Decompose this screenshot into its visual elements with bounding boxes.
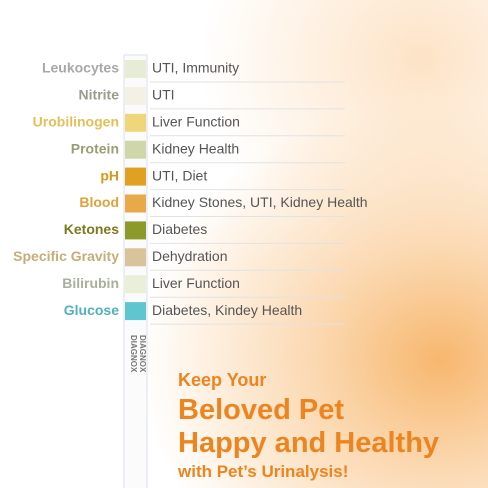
test-use: Kidney Health <box>152 140 239 156</box>
test-strip <box>123 54 148 488</box>
test-pad <box>125 60 146 78</box>
strip-brand: DIAGNOX <box>129 335 138 373</box>
test-name: Leukocytes <box>42 60 119 76</box>
test-pad <box>125 167 146 186</box>
test-pad <box>125 248 146 267</box>
test-name: Nitrite <box>79 87 120 103</box>
test-name: Glucose <box>64 302 119 318</box>
test-name: Protein <box>71 140 119 156</box>
test-pad <box>125 221 146 240</box>
test-use: UTI, Diet <box>152 167 207 183</box>
test-pad <box>125 113 146 132</box>
test-use: Dehydration <box>152 248 228 264</box>
test-use: UTI <box>152 87 175 103</box>
test-pad <box>125 140 146 159</box>
test-pad <box>125 194 146 213</box>
test-name: Blood <box>79 194 119 210</box>
test-name: Specific Gravity <box>13 248 119 264</box>
headline: Keep Your <box>178 370 266 390</box>
test-use: Diabetes <box>152 221 207 237</box>
test-name: pH <box>100 167 119 183</box>
test-use: Diabetes, Kindey Health <box>152 302 302 318</box>
test-name: Urobilinogen <box>33 114 119 130</box>
test-name: Bilirubin <box>62 275 119 291</box>
headline: Happy and Healthy <box>178 427 439 459</box>
headline: with Pet’s Urinalysis! <box>177 462 348 481</box>
test-use: Liver Function <box>152 275 240 291</box>
strip-brand: DIAGNOX <box>138 335 147 373</box>
headline: Beloved Pet <box>178 394 344 426</box>
test-use: Liver Function <box>152 114 240 130</box>
test-use: UTI, Immunity <box>152 60 239 76</box>
test-use: Kidney Stones, UTI, Kidney Health <box>152 194 368 210</box>
test-pad <box>125 275 146 294</box>
test-name: Ketones <box>64 221 119 237</box>
test-pad <box>125 86 146 105</box>
test-pad <box>125 302 146 321</box>
